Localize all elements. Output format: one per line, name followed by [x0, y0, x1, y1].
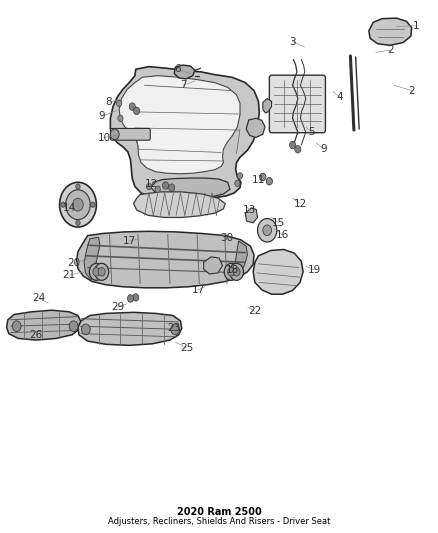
Circle shape [129, 103, 135, 110]
Circle shape [134, 107, 140, 115]
Text: 25: 25 [180, 343, 193, 352]
Polygon shape [174, 65, 195, 79]
Circle shape [258, 219, 277, 242]
Text: 17: 17 [123, 236, 136, 246]
Polygon shape [263, 99, 272, 113]
Text: 26: 26 [29, 330, 42, 340]
Circle shape [266, 177, 272, 185]
Text: 19: 19 [308, 265, 321, 274]
Text: 10: 10 [98, 133, 111, 142]
Circle shape [146, 183, 152, 190]
Polygon shape [110, 67, 259, 200]
Circle shape [69, 321, 78, 332]
Polygon shape [253, 249, 303, 294]
Text: 11: 11 [252, 175, 265, 185]
Circle shape [230, 263, 244, 280]
Polygon shape [246, 118, 265, 138]
Text: 13: 13 [243, 205, 256, 215]
Polygon shape [151, 178, 230, 198]
FancyBboxPatch shape [110, 128, 150, 140]
Circle shape [133, 294, 139, 301]
Polygon shape [77, 231, 254, 288]
Circle shape [89, 263, 103, 280]
Circle shape [155, 186, 160, 192]
Circle shape [260, 173, 266, 181]
Circle shape [66, 190, 90, 220]
Circle shape [228, 268, 235, 276]
Text: 12: 12 [145, 180, 158, 189]
Text: 4: 4 [336, 92, 343, 102]
Text: 21: 21 [63, 270, 76, 280]
Circle shape [224, 263, 238, 280]
Circle shape [93, 268, 100, 276]
Circle shape [235, 180, 240, 187]
Polygon shape [232, 241, 247, 278]
Circle shape [60, 182, 96, 227]
Circle shape [61, 202, 65, 207]
Polygon shape [78, 312, 182, 345]
Circle shape [233, 268, 240, 276]
Circle shape [76, 184, 80, 189]
Text: 16: 16 [276, 230, 289, 239]
Text: 2: 2 [408, 86, 415, 95]
Text: 5: 5 [308, 127, 315, 137]
Circle shape [127, 295, 134, 302]
Circle shape [12, 321, 21, 332]
Text: 7: 7 [180, 80, 187, 90]
Polygon shape [134, 192, 225, 217]
Text: 23: 23 [168, 324, 181, 333]
Text: 17: 17 [191, 285, 205, 295]
Text: 22: 22 [248, 306, 261, 316]
Text: 2: 2 [387, 45, 394, 55]
Polygon shape [84, 237, 100, 280]
Circle shape [263, 225, 272, 236]
Text: 15: 15 [272, 218, 285, 228]
Text: 3: 3 [289, 37, 296, 46]
Polygon shape [119, 76, 240, 174]
Polygon shape [7, 310, 81, 340]
Circle shape [110, 129, 119, 140]
Circle shape [171, 324, 180, 335]
Polygon shape [204, 257, 223, 274]
Text: Adjusters, Recliners, Shields And Risers - Driver Seat: Adjusters, Recliners, Shields And Risers… [108, 517, 330, 526]
Circle shape [237, 173, 243, 179]
Text: 2020 Ram 2500: 2020 Ram 2500 [177, 507, 261, 516]
Circle shape [290, 141, 296, 149]
Text: 8: 8 [105, 98, 112, 107]
Circle shape [295, 146, 301, 153]
Circle shape [117, 100, 122, 107]
Circle shape [162, 182, 169, 189]
Text: 24: 24 [32, 294, 45, 303]
Text: 9: 9 [98, 111, 105, 121]
Text: 30: 30 [220, 233, 233, 243]
Polygon shape [369, 18, 412, 45]
Circle shape [95, 263, 109, 280]
Text: 6: 6 [174, 64, 181, 74]
Text: 29: 29 [111, 302, 124, 312]
Circle shape [73, 198, 83, 211]
Text: 1: 1 [413, 21, 420, 30]
Circle shape [118, 115, 123, 122]
Circle shape [169, 184, 175, 191]
Circle shape [91, 202, 95, 207]
Circle shape [98, 268, 105, 276]
Text: 12: 12 [294, 199, 307, 208]
Text: 14: 14 [63, 203, 76, 213]
Circle shape [76, 220, 80, 225]
FancyBboxPatch shape [269, 75, 325, 133]
Text: 20: 20 [67, 259, 80, 268]
Text: 9: 9 [321, 144, 328, 154]
Circle shape [81, 324, 90, 335]
Polygon shape [245, 208, 258, 223]
Text: 18: 18 [226, 265, 239, 274]
